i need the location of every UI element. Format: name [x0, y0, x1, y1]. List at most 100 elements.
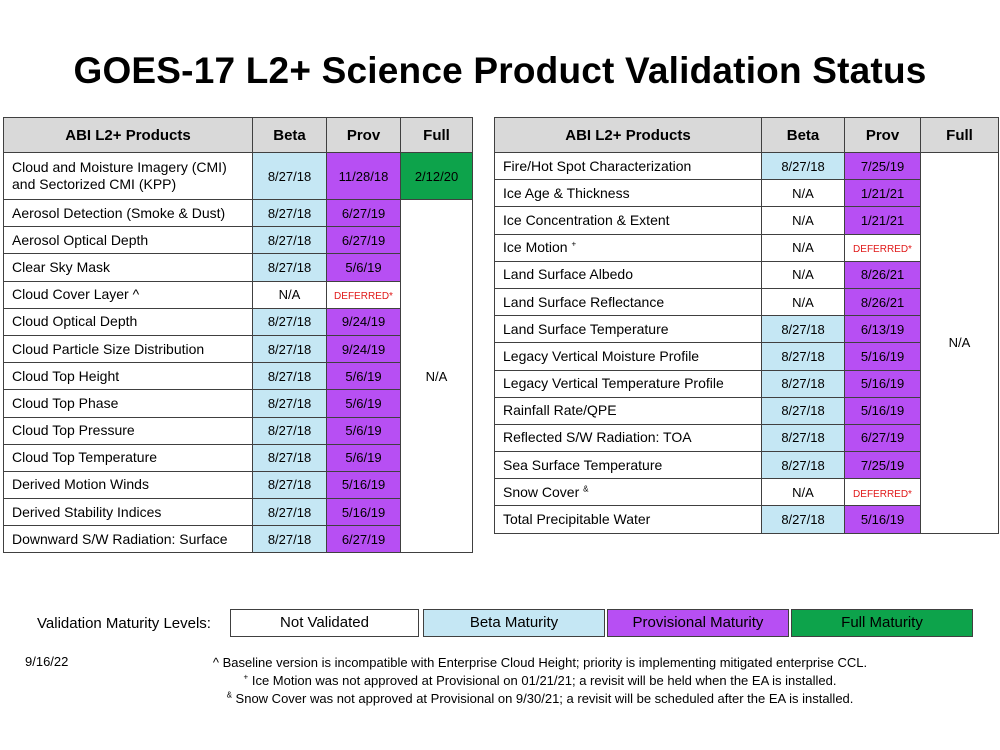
prov-date: 7/25/19: [860, 158, 905, 174]
product-name: Land Surface Temperature: [494, 315, 762, 344]
footnotes: ^ Baseline version is incompatible with …: [160, 654, 920, 708]
product-name: Land Surface Reflectance: [494, 287, 762, 317]
product-label: Cloud Top Height: [12, 367, 120, 384]
beta-date-cell: 8/27/18: [761, 315, 845, 344]
prov-date: 5/16/19: [860, 403, 905, 419]
product-name: Derived Motion Winds: [3, 470, 253, 500]
deferred-label: DEFERRED*: [334, 291, 393, 303]
product-name: Ice Concentration & Extent: [494, 206, 762, 235]
prov-date: 9/24/19: [341, 314, 386, 330]
deferred-label: DEFERRED*: [853, 488, 912, 500]
prov-date-cell: 5/6/19: [326, 362, 401, 391]
prov-date: 5/16/19: [341, 477, 386, 493]
footnote-ampersand: & Snow Cover was not approved at Provisi…: [226, 690, 854, 706]
table-row: Fire/Hot Spot Characterization 8/27/18 7/2…: [494, 151, 999, 534]
prov-date: 1/21/21: [860, 212, 905, 228]
legend-label: Validation Maturity Levels:: [37, 615, 211, 632]
footnote-plus: + Ice Motion was not approved at Provisi…: [243, 672, 837, 688]
prov-date: 6/27/19: [341, 205, 386, 221]
beta-date-cell: N/A: [761, 260, 845, 289]
prov-date: 5/16/19: [860, 512, 905, 528]
prov-date-cell: 1/21/21: [844, 206, 921, 235]
prov-date: 11/28/18: [338, 168, 389, 184]
prov-date: 5/6/19: [345, 368, 382, 384]
product-name: Total Precipitable Water: [494, 505, 762, 534]
product-label: Derived Motion Winds: [12, 476, 149, 493]
prov-date-cell: 6/27/19: [326, 525, 401, 554]
product-label: Cloud and Moisture Imagery (CMI) and Sec…: [12, 159, 227, 192]
product-name: Cloud Optical Depth: [3, 307, 253, 336]
table-row: Cloud Particle Size Distribution 8/27/18 9…: [3, 334, 473, 364]
prov-date: 5/6/19: [345, 259, 382, 275]
product-name: Cloud Top Phase: [3, 389, 253, 418]
product-name: Cloud Cover Layer ^: [3, 280, 253, 309]
prov-date: 5/16/19: [341, 504, 386, 520]
right-validation-table: ABI L2+ Products Beta Prov Full Fire/Hot…: [494, 117, 999, 534]
product-name: Clear Sky Mask: [3, 253, 253, 282]
header-full: Full: [920, 117, 999, 153]
prov-date-cell: DEFERRED*: [844, 478, 921, 507]
table-row: Land Surface Reflectance N/A 8/26/21: [494, 287, 999, 317]
prov-date-cell: 5/16/19: [326, 498, 401, 527]
right-table-body: Fire/Hot Spot Characterization 8/27/18 7/2…: [494, 151, 999, 534]
beta-date-cell: 8/27/18: [761, 342, 845, 371]
table-row: Land Surface Albedo N/A 8/26/21: [494, 260, 999, 289]
table-row: Downward S/W Radiation: Surface 8/27/18 6/…: [3, 525, 473, 554]
prov-date-cell: 5/16/19: [844, 342, 921, 371]
product-label: Legacy Vertical Temperature Profile: [503, 375, 724, 392]
product-label: Aerosol Optical Depth: [12, 231, 149, 248]
product-label: Derived Stability Indices: [12, 503, 162, 520]
product-name: Legacy Vertical Moisture Profile: [494, 342, 762, 371]
product-label: Ice Motion: [503, 239, 568, 256]
beta-date-cell: 8/27/18: [252, 362, 327, 391]
product-name: Snow Cover &: [494, 478, 762, 507]
footnote-caret: ^ Baseline version is incompatible with …: [212, 655, 868, 670]
table-row: Total Precipitable Water 8/27/18 5/16/19: [494, 505, 999, 534]
product-name: Reflected S/W Radiation: TOA: [494, 423, 762, 453]
prov-date: 5/6/19: [345, 395, 382, 411]
beta-date-cell: 8/27/18: [252, 198, 327, 228]
product-name: Cloud Top Temperature: [3, 443, 253, 472]
legend-provisional-maturity: Provisional Maturity: [607, 609, 789, 637]
header-products: ABI L2+ Products: [3, 117, 253, 153]
prov-date-cell: 5/16/19: [844, 369, 921, 398]
product-label: Cloud Cover Layer ^: [12, 286, 140, 303]
beta-date-cell: 8/27/18: [252, 253, 327, 282]
prov-date: 6/27/19: [341, 531, 386, 547]
prov-date-cell: 7/25/19: [844, 451, 921, 480]
header-beta: Beta: [761, 117, 845, 153]
table-row: Aerosol Detection (Smoke & Dust) 8/27/18 6…: [3, 198, 473, 554]
product-label: Cloud Top Pressure: [12, 422, 135, 439]
product-label: Cloud Optical Depth: [12, 313, 138, 330]
prov-date-cell: 9/24/19: [326, 307, 401, 336]
prov-date: 5/6/19: [345, 423, 382, 439]
product-label: Clear Sky Mask: [12, 258, 111, 275]
beta-date-cell: 8/27/18: [761, 505, 845, 534]
prov-date-cell: 8/26/21: [844, 260, 921, 289]
product-label: Ice Concentration & Extent: [503, 211, 670, 228]
product-name: Aerosol Optical Depth: [3, 226, 253, 255]
product-name: Cloud Particle Size Distribution: [3, 334, 253, 364]
product-name: Derived Stability Indices: [3, 498, 253, 527]
product-name: Downward S/W Radiation: Surface: [3, 525, 253, 554]
header-full: Full: [400, 117, 473, 153]
prov-date: 6/27/19: [860, 430, 905, 446]
product-name: Land Surface Albedo: [494, 260, 762, 289]
prov-date: 8/26/21: [860, 267, 905, 283]
product-label: Land Surface Temperature: [503, 320, 669, 337]
legend-full-maturity: Full Maturity: [791, 609, 973, 637]
prov-date: 1/21/21: [860, 185, 905, 201]
prov-date-cell: 5/16/19: [844, 505, 921, 534]
product-name: Cloud Top Pressure: [3, 416, 253, 445]
product-name: Legacy Vertical Temperature Profile: [494, 369, 762, 398]
table-row: Sea Surface Temperature 8/27/18 7/25/19: [494, 451, 999, 480]
prov-date: 7/25/19: [860, 457, 905, 473]
prov-date-cell: DEFERRED*: [844, 233, 921, 262]
product-label: Cloud Particle Size Distribution: [12, 340, 205, 357]
prov-date-cell: 5/6/19: [326, 253, 401, 282]
product-label: Ice Age & Thickness: [503, 184, 630, 201]
full-na-merged-cell: N/A: [920, 152, 999, 534]
product-label: Fire/Hot Spot Characterization: [503, 157, 692, 174]
prov-date-cell: 7/25/19: [844, 151, 921, 181]
beta-date-cell: 8/27/18: [252, 443, 327, 472]
